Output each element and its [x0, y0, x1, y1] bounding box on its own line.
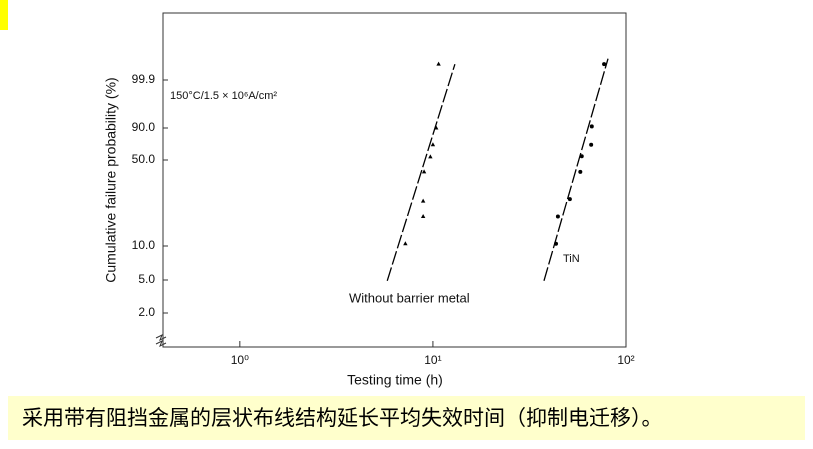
point: [420, 198, 426, 203]
plot-frame: [162, 12, 627, 348]
fit-line: [543, 58, 609, 281]
point: [602, 62, 607, 67]
annotation: 150°C/1.5 × 10⁶A/cm²: [170, 90, 277, 102]
axis-break: [155, 333, 167, 348]
x-tick-label: 10²: [617, 353, 634, 367]
point: [567, 197, 572, 202]
corner-mark: [0, 0, 8, 30]
series-label: TiN: [563, 253, 580, 265]
point: [555, 214, 560, 219]
y-tick-label: 90.0: [132, 120, 156, 134]
fit-line: [386, 63, 456, 281]
point: [403, 241, 408, 246]
point: [436, 61, 441, 66]
point: [428, 154, 433, 159]
point: [579, 154, 584, 159]
x-tick-label: 10¹: [424, 353, 441, 367]
y-tick-label: 50.0: [132, 152, 156, 166]
point: [589, 124, 594, 129]
point: [420, 213, 426, 218]
point: [434, 125, 439, 130]
point: [589, 142, 594, 147]
y-tick-label: 5.0: [138, 272, 155, 286]
x-axis-label: Testing time (h): [347, 372, 443, 388]
y-axis-label: Cumulative failure probability (%): [103, 77, 119, 282]
y-tick-label: 99.9: [132, 72, 156, 86]
chart: Cumulative failure probability (%) Testi…: [103, 12, 635, 388]
point: [578, 169, 583, 174]
point: [554, 241, 559, 246]
x-tick-label: 10⁰: [231, 353, 249, 367]
point: [421, 169, 427, 174]
caption: 采用带有阻挡金属的层状布线结构延长平均失效时间（抑制电迁移）。: [8, 396, 805, 440]
y-tick-label: 2.0: [138, 305, 155, 319]
point: [430, 142, 436, 147]
y-tick-label: 10.0: [132, 238, 156, 252]
series-label: Without barrier metal: [349, 290, 470, 305]
